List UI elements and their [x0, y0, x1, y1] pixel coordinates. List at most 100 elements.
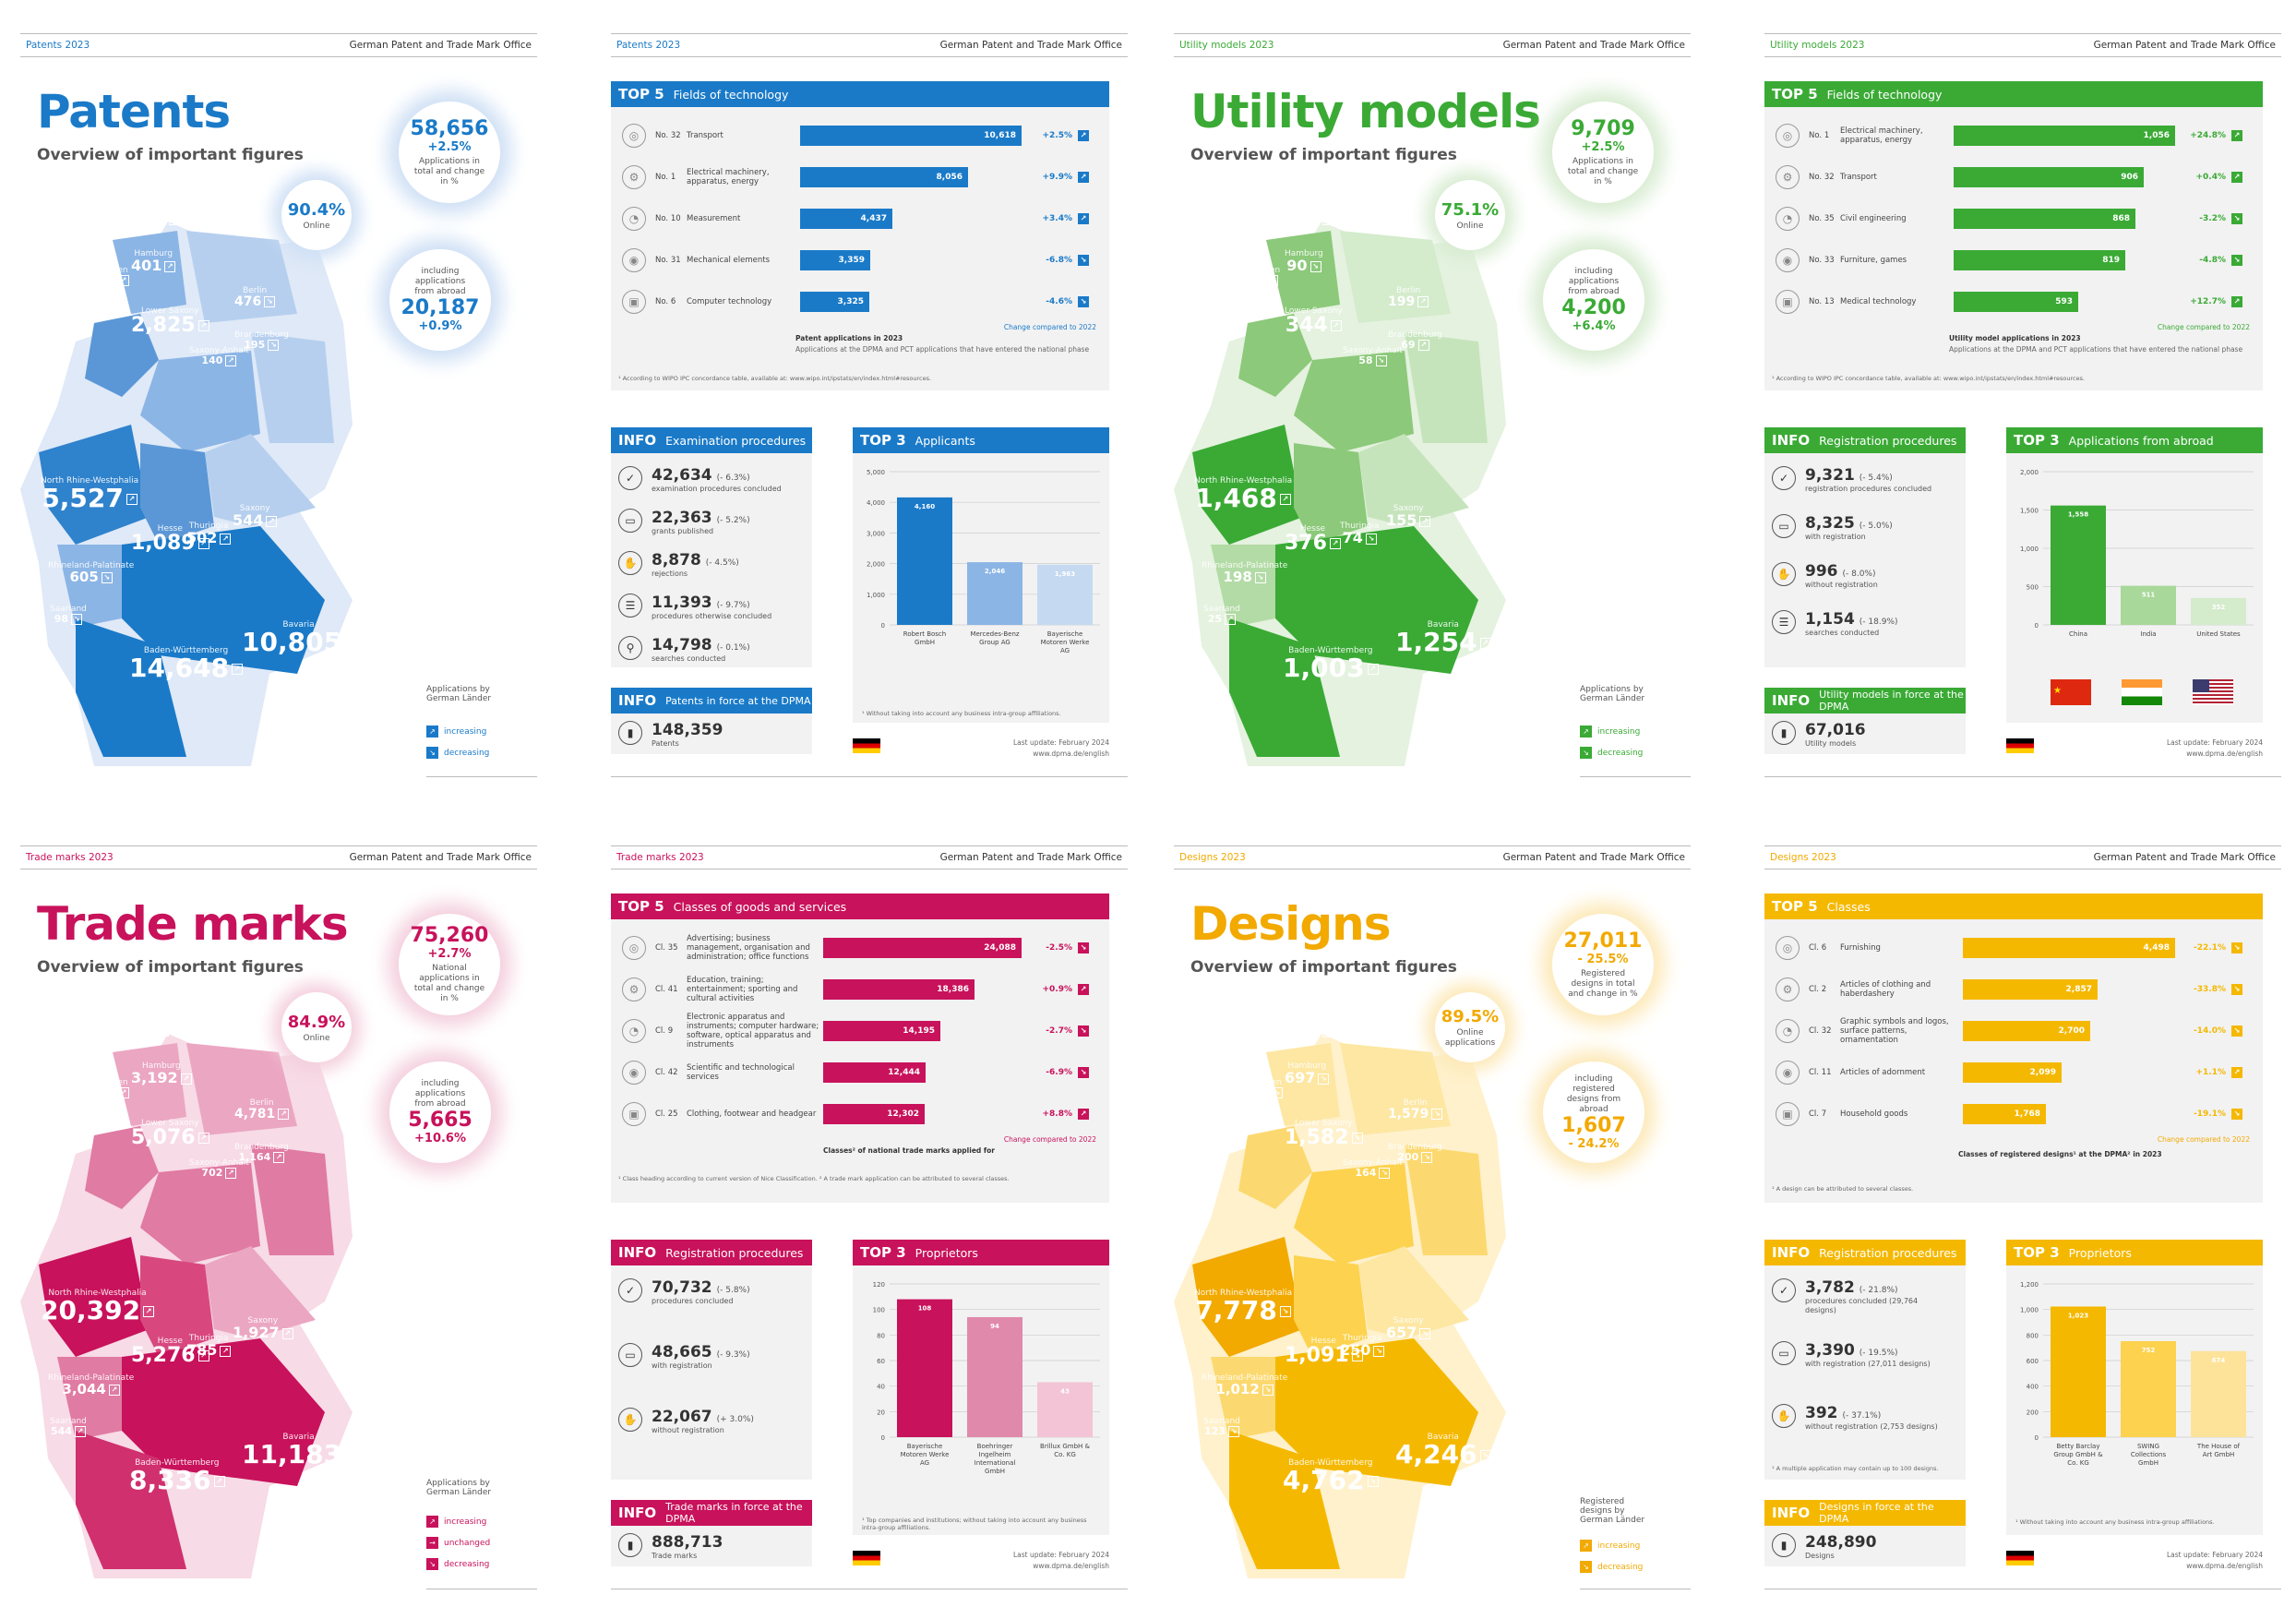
org-name: German Patent and Trade Mark Office	[2094, 40, 2276, 51]
top5-bar: 12,444	[823, 1062, 926, 1083]
site-link[interactable]: www.dpma.de/english	[1033, 750, 1109, 758]
top5-row: ◔Cl. 9Electronic apparatus and instrumen…	[622, 1017, 1102, 1045]
site-link[interactable]: www.dpma.de/english	[2186, 1562, 2263, 1570]
chart-caption2: Applications at the DPMA and PCT applica…	[1949, 345, 2242, 354]
region-label: Thuringia250↘	[1340, 1334, 1384, 1358]
top3-chart: 05001,0001,5002,0001,558China511India352…	[2006, 459, 2263, 671]
top5-row: ⚙Cl. 2Articles of clothing and haberdash…	[1776, 976, 2255, 1003]
field-name: Furnishing	[1840, 943, 1963, 953]
online-bubble: 89.5%Online applications	[1435, 992, 1505, 1062]
increasing-arrow-icon: ↗	[181, 1073, 192, 1085]
y-tick-label: 1,000	[2020, 1307, 2039, 1314]
region-label: Saxony155↗	[1386, 504, 1430, 528]
region-label: Baden-Württemberg4,762↘	[1283, 1458, 1379, 1493]
dpma-logo	[853, 1551, 880, 1565]
field-icon: ◉	[1776, 1061, 1800, 1085]
info-row: ✓9,321(- 5.4%)registration procedures co…	[1772, 466, 1943, 494]
org-name: German Patent and Trade Mark Office	[350, 40, 532, 51]
field-icon: ◎	[622, 124, 646, 148]
change-note: Change compared to 2022	[1004, 323, 1096, 331]
field-name: Civil engineering	[1840, 214, 1954, 223]
region-saxony: Saxony544↗	[233, 504, 277, 528]
top3-box: TOP 3Applications from abroad 05001,0001…	[2006, 427, 2263, 723]
abroad-bubble: including applications from abroad5,665+…	[389, 1061, 491, 1163]
field-icon: ⚙	[1776, 977, 1800, 1001]
decreasing-arrow-icon: ↘	[1368, 1476, 1379, 1487]
y-tick-label: 2,000	[867, 561, 885, 569]
y-tick-label: 600	[2027, 1358, 2039, 1365]
force-box: INFOPatents in force at the DPMA ▮148,35…	[611, 688, 812, 754]
change-value: -3.2%↘	[2199, 213, 2242, 224]
field-icon: ⚙	[1776, 165, 1800, 189]
trademarks-detail-panel: Trade marks 2023German Patent and Trade …	[611, 812, 1128, 1592]
decreasing-icon: ↘	[2231, 213, 2242, 224]
page-tag: Utility models 2023	[1770, 40, 1864, 51]
top3-note: ¹ Top companies and institutions; withou…	[862, 1517, 1093, 1531]
change-value: -22.1%↘	[2194, 942, 2242, 953]
page-title: Trade marks	[37, 897, 348, 951]
region-label: Bavaria11,183↘	[242, 1433, 355, 1468]
change-value: -4.8%↘	[2199, 255, 2242, 266]
page-title: Patents	[37, 85, 230, 138]
field-icon: ◔	[1776, 1019, 1800, 1043]
y-tick-label: 400	[2027, 1384, 2039, 1391]
bar-value-label: 352	[2212, 604, 2226, 611]
region-lower-saxony: Lower Saxony2,825↗	[131, 306, 209, 336]
increasing-icon: ↗	[1580, 726, 1592, 738]
field-name: Measurement	[687, 214, 800, 223]
y-tick-label: 500	[2027, 584, 2039, 592]
info-icon: ✓	[618, 466, 642, 490]
total-bubble: 9,709+2.5%Applications in total and chan…	[1552, 102, 1654, 203]
top5-row: ◔No. 35Civil engineering868-3.2%↘	[1776, 205, 2255, 233]
change-value: -6.8%↘	[1046, 255, 1089, 266]
online-bubble: 90.4%Online	[281, 180, 352, 250]
increasing-arrow-icon: ↗	[118, 275, 129, 286]
increasing-icon: ↗	[1078, 984, 1089, 995]
info-icon: ▭	[1772, 514, 1796, 538]
increasing-arrow-icon: ↗	[247, 1029, 258, 1040]
decreasing-arrow-icon: ↘	[1480, 1450, 1491, 1461]
region-label: Baden-Württemberg8,336↗	[129, 1458, 225, 1493]
update-text: Last update: February 2024	[2167, 1551, 2263, 1559]
increasing-arrow-icon: ↗	[278, 1109, 289, 1120]
category-label: Betty BarclayGroup GmbH &Co. KG	[2053, 1443, 2103, 1467]
site-link[interactable]: www.dpma.de/english	[2186, 750, 2263, 758]
field-name: Medical technology	[1840, 297, 1954, 306]
decreasing-icon: ↘	[2231, 255, 2242, 266]
decreasing-icon: ↘	[2231, 984, 2242, 995]
map-legend: Applications by German Länder ↗increasin…	[426, 1479, 500, 1570]
field-icon: ▣	[622, 1102, 646, 1126]
bar-value-label: 674	[2212, 1357, 2226, 1364]
region-nrw: North Rhine-Westphalia5,527↗	[41, 476, 138, 511]
increasing-arrow-icon: ↗	[225, 1168, 236, 1179]
field-number: No. 1	[1809, 131, 1840, 140]
decreasing-arrow-icon: ↘	[344, 1450, 355, 1461]
info-row: ☰1,154(- 18.9%)searches conducted	[1772, 610, 1943, 638]
field-icon: ⚙	[622, 977, 646, 1001]
info-icon: ✋	[618, 551, 642, 575]
site-link[interactable]: www.dpma.de/english	[1033, 1562, 1109, 1570]
region-label: Rhineland-Palatinate1,012↘	[1202, 1373, 1287, 1397]
field-number: No. 33	[1809, 256, 1840, 265]
top5-row: ▣No. 13Medical technology593+12.7%↗	[1776, 288, 2255, 316]
org-name: German Patent and Trade Mark Office	[940, 40, 1122, 51]
decreasing-icon: ↘	[1078, 1025, 1089, 1037]
info-row: ✋392(- 37.1%)without registration (2,753…	[1772, 1404, 1943, 1432]
region-baden-wuerttemberg: Baden-Württemberg14,648↗	[129, 646, 243, 681]
page-subtitle: Overview of important figures	[37, 958, 304, 977]
decreasing-icon: ↘	[1078, 1067, 1089, 1078]
field-icon: ▣	[622, 290, 646, 314]
top5-bar: 3,325	[800, 292, 869, 312]
category-label: Mercedes-BenzGroup AG	[970, 630, 1019, 646]
decreasing-arrow-icon: ↘	[1373, 1346, 1384, 1357]
region-label: Saarland25↗	[1203, 605, 1240, 625]
change-value: +0.4%↗	[2195, 172, 2242, 183]
dpma-logo	[2006, 738, 2034, 753]
map-legend: Registered designs by German Länder ↗inc…	[1580, 1497, 1658, 1573]
field-icon: ◎	[622, 936, 646, 960]
info-box: INFORegistration procedures ✓3,782(- 21.…	[1764, 1240, 1966, 1480]
footnote: ¹ A design can be attributed to several …	[1772, 1185, 1913, 1193]
decreasing-icon: ↘	[1078, 942, 1089, 953]
top5-bar: 24,088	[823, 938, 1022, 958]
field-name: Transport	[687, 131, 800, 140]
